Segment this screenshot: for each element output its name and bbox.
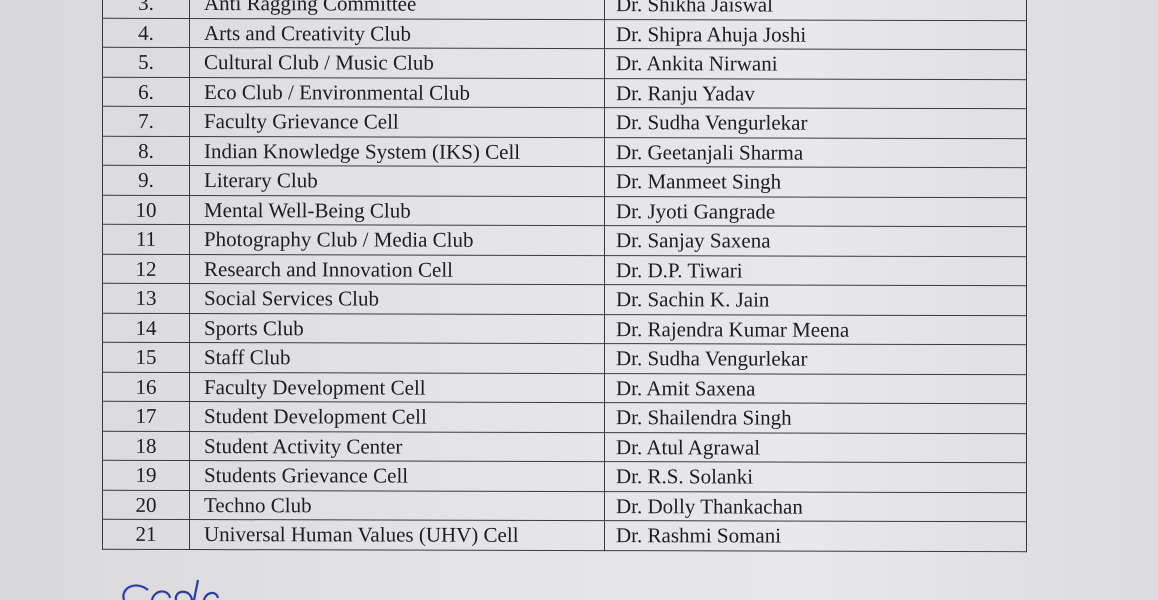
row-number: 20 — [102, 489, 190, 520]
row-number: 8. — [102, 135, 190, 166]
table-row: 7. Faculty Grievance Cell Dr. Sudha Vengur… — [102, 106, 1027, 139]
committee-name: Anti Ragging Committee — [189, 0, 605, 20]
committee-name: Faculty Grievance Cell — [189, 106, 605, 138]
table-row: 12 Research and Innovation Cell Dr. D.P. T… — [102, 253, 1027, 286]
coordinator-name: Dr. Shipra Ahuja Joshi — [604, 19, 1027, 50]
coordinator-name: Dr. Amit Saxena — [604, 373, 1027, 404]
committee-name: Staff Club — [189, 342, 605, 374]
committee-name: Techno Club — [189, 490, 605, 521]
committee-name: Social Services Club — [189, 283, 605, 315]
coordinator-name: Dr. Sudha Vengurlekar — [604, 343, 1027, 375]
committee-name: Mental Well-Being Club — [189, 195, 605, 226]
table-row: 21 Universal Human Values (UHV) Cell Dr. R… — [102, 519, 1027, 552]
row-number: 6. — [102, 76, 190, 107]
table-row: 9. Literary Club Dr. Manmeet Singh — [102, 165, 1027, 198]
table-row: 3. Anti Ragging Committee Dr. Shikha Jaisw… — [102, 0, 1027, 21]
row-number: 7. — [102, 106, 190, 137]
table-row: 11 Photography Club / Media Club Dr. Sanja… — [102, 224, 1027, 257]
table-row: 13 Social Services Club Dr. Sachin K. Jain — [102, 283, 1027, 316]
coordinator-name: Dr. Ranju Yadav — [604, 78, 1027, 109]
table-row: 19 Students Grievance Cell Dr. R.S. Solank… — [102, 460, 1027, 493]
table-row: 4. Arts and Creativity Club Dr. Shipra Ahu… — [102, 17, 1027, 50]
coordinator-name: Dr. Sachin K. Jain — [604, 284, 1027, 316]
table-row: 15 Staff Club Dr. Sudha Vengurlekar — [102, 342, 1027, 375]
row-number: 14 — [102, 312, 190, 343]
table-row: 5. Cultural Club / Music Club Dr. Ankita N… — [102, 47, 1027, 80]
committee-name: Indian Knowledge System (IKS) Cell — [189, 136, 605, 167]
coordinator-name: Dr. D.P. Tiwari — [604, 255, 1027, 286]
coordinator-name: Dr. Manmeet Singh — [604, 166, 1027, 198]
table-row: 16 Faculty Development Cell Dr. Amit Saxen… — [102, 371, 1027, 404]
coordinator-name: Dr. Dolly Thankachan — [604, 491, 1027, 522]
table-row: 6. Eco Club / Environmental Club Dr. Ranju… — [102, 76, 1027, 109]
coordinator-name: Dr. Ankita Nirwani — [604, 48, 1027, 80]
committee-name: Literary Club — [189, 165, 605, 197]
coordinator-name: Dr. Jyoti Gangrade — [604, 196, 1027, 227]
table-row: 14 Sports Club Dr. Rajendra Kumar Meena — [102, 312, 1027, 345]
table-row: 20 Techno Club Dr. Dolly Thankachan — [102, 489, 1027, 522]
row-number: 11 — [102, 224, 190, 255]
committee-table: 3. Anti Ragging Committee Dr. Shikha Jaisw… — [102, 0, 1027, 552]
row-number: 17 — [102, 401, 190, 432]
committee-name: Research and Innovation Cell — [189, 254, 605, 285]
table-row: 17 Student Development Cell Dr. Shailendra… — [102, 401, 1027, 434]
row-number: 3. — [102, 0, 190, 19]
row-number: 5. — [102, 47, 190, 78]
row-number: 13 — [102, 283, 190, 314]
committee-name: Faculty Development Cell — [189, 372, 605, 403]
row-number: 10 — [102, 194, 190, 225]
coordinator-name: Dr. Rashmi Somani — [604, 520, 1027, 552]
committee-name: Arts and Creativity Club — [189, 18, 605, 49]
committee-name: Sports Club — [189, 313, 605, 344]
row-number: 12 — [102, 253, 190, 284]
committee-name: Photography Club / Media Club — [189, 224, 605, 256]
coordinator-name: Dr. Sanjay Saxena — [604, 225, 1027, 257]
handwritten-signature — [122, 579, 220, 600]
committee-name: Student Activity Center — [189, 431, 605, 462]
coordinator-name: Dr. Sudha Vengurlekar — [604, 107, 1027, 139]
row-number: 9. — [102, 165, 190, 196]
coordinator-name: Dr. Geetanjali Sharma — [604, 137, 1027, 168]
row-number: 15 — [102, 342, 190, 373]
table-row: 8. Indian Knowledge System (IKS) Cell Dr. … — [102, 135, 1027, 168]
table-row: 18 Student Activity Center Dr. Atul Agrawa… — [102, 430, 1027, 463]
coordinator-name: Dr. Rajendra Kumar Meena — [604, 314, 1027, 345]
table-row: 10 Mental Well-Being Club Dr. Jyoti Gangra… — [102, 194, 1027, 227]
coordinator-name: Dr. Shikha Jaiswal — [604, 0, 1027, 21]
coordinator-name: Dr. Shailendra Singh — [604, 402, 1027, 434]
committee-name: Eco Club / Environmental Club — [189, 77, 605, 108]
committee-name: Student Development Cell — [189, 401, 605, 433]
coordinator-name: Dr. Atul Agrawal — [604, 432, 1027, 463]
committee-name: Universal Human Values (UHV) Cell — [189, 519, 605, 551]
committee-name: Students Grievance Cell — [189, 460, 605, 492]
row-number: 16 — [102, 371, 190, 402]
row-number: 21 — [102, 519, 190, 550]
committee-name: Cultural Club / Music Club — [189, 47, 605, 79]
row-number: 4. — [102, 17, 190, 48]
row-number: 19 — [102, 460, 190, 491]
coordinator-name: Dr. R.S. Solanki — [604, 461, 1027, 493]
row-number: 18 — [102, 430, 190, 461]
